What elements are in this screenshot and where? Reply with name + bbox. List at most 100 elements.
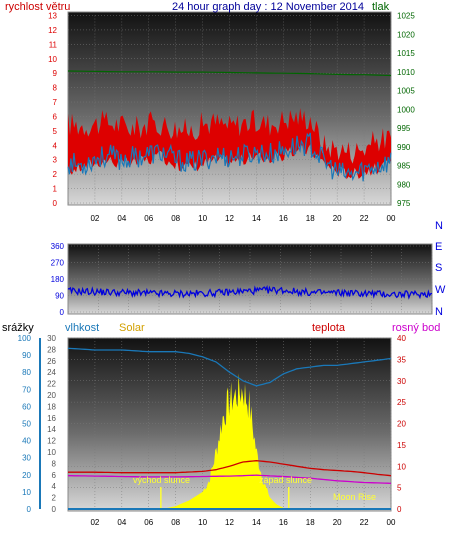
tick-label: 10: [397, 462, 406, 471]
tick-label: 0: [53, 199, 58, 208]
wind-average-line: [67, 132, 392, 182]
tick-label: 04: [117, 518, 126, 527]
tick-label: 1005: [397, 87, 415, 96]
wind-direction-line: [67, 284, 433, 300]
tick-label: 10: [22, 488, 31, 497]
temp-panel-time-axis: 02 04 06 08 10 12 14 16 18 20 22 00: [90, 518, 396, 527]
tick-label: 28: [47, 345, 56, 354]
tick-label: 60: [22, 402, 31, 411]
wind-panel-time-axis: 02 04 06 08 10 12 14 16 18 20 22 00: [90, 214, 396, 223]
tick-label: 12: [48, 26, 57, 35]
tick-label: 10: [198, 214, 207, 223]
temperature-line: [68, 460, 392, 477]
tick-label: 40: [22, 437, 31, 446]
humidity-axis-label: vlhkost: [65, 322, 99, 334]
tick-label: 20: [333, 518, 342, 527]
tick-label: 975: [397, 199, 411, 208]
tick-label: 3: [53, 156, 58, 165]
tick-label: 12: [47, 437, 56, 446]
pressure-line: [67, 70, 392, 77]
tick-label: 00: [387, 214, 396, 223]
tick-label: 1025: [397, 12, 415, 21]
tick-label: 30: [22, 454, 31, 463]
tick-label: 02: [90, 518, 99, 527]
humidity-line: [67, 347, 392, 387]
tick-label: 11: [49, 40, 58, 49]
tick-label: 14: [252, 214, 261, 223]
tick-label: 00: [387, 518, 396, 527]
tick-label: 90: [22, 351, 31, 360]
graph-title: 24 hour graph day : 12 November 2014: [172, 1, 364, 13]
dew-point-axis-label: rosný bod: [392, 322, 440, 334]
wind-gust-band: [68, 108, 391, 180]
tick-label: 30: [397, 377, 406, 386]
tick-label: 8: [52, 459, 57, 468]
tick-label: N: [435, 306, 443, 318]
tick-label: 5: [53, 127, 58, 136]
tick-label: 4: [53, 141, 58, 150]
tick-label: 0: [27, 505, 32, 514]
tick-label: 8: [53, 84, 58, 93]
tick-label: 20: [22, 471, 31, 480]
tick-label: 14: [252, 518, 261, 527]
tick-label: 20: [397, 420, 406, 429]
tick-label: 0: [52, 505, 57, 514]
tick-label: 10: [48, 55, 57, 64]
tick-label: 2: [53, 170, 58, 179]
tick-label: 22: [47, 380, 56, 389]
moon-rise-label: Moon Rise: [333, 492, 376, 502]
tick-label: 15: [397, 441, 406, 450]
tick-label: 16: [279, 214, 288, 223]
temperature-axis-label: teplota: [312, 322, 346, 334]
tick-label: 16: [47, 414, 56, 423]
tick-label: 10: [47, 448, 56, 457]
tick-label: 1: [53, 185, 58, 194]
tick-label: 18: [306, 214, 315, 223]
tick-label: 985: [397, 162, 411, 171]
tick-label: 4: [52, 482, 57, 491]
tick-label: 30: [47, 334, 56, 343]
tick-label: 16: [279, 518, 288, 527]
tick-label: E: [435, 241, 442, 253]
tick-label: 7: [53, 98, 58, 107]
tick-label: 14: [47, 425, 56, 434]
direction-panel-grid: [68, 245, 433, 313]
tick-label: 995: [397, 124, 411, 133]
tick-label: 360: [51, 242, 65, 251]
rain-axis: 0 10 20 30 40 50 60 70 80 90 100: [18, 334, 41, 514]
tick-label: 18: [306, 518, 315, 527]
tick-label: 1010: [397, 68, 415, 77]
tick-label: 9: [53, 69, 58, 78]
tick-label: 04: [117, 214, 126, 223]
dew-point-line: [68, 474, 392, 485]
tick-label: 40: [397, 334, 406, 343]
tick-label: 2: [52, 494, 57, 503]
pressure-axis-label: tlak: [372, 1, 390, 13]
tick-label: 1000: [397, 105, 415, 114]
tick-label: 270: [51, 259, 65, 268]
tick-label: 990: [397, 143, 411, 152]
tick-label: 06: [144, 214, 153, 223]
tick-label: 180: [51, 275, 65, 284]
tick-label: 90: [55, 292, 64, 301]
tick-label: 1015: [397, 49, 415, 58]
tick-label: 06: [144, 518, 153, 527]
tick-label: 50: [22, 420, 31, 429]
direction-degree-axis: 0 90 180 270 360: [51, 242, 65, 317]
rain-axis-label: srážky: [2, 322, 34, 334]
tick-label: 22: [360, 214, 369, 223]
tick-label: 20: [47, 391, 56, 400]
tick-label: 980: [397, 180, 411, 189]
temperature-axis: 0 5 10 15 20 25 30 35 40: [397, 334, 406, 514]
tick-label: W: [435, 284, 446, 296]
tick-label: 08: [171, 214, 180, 223]
tick-label: 02: [90, 214, 99, 223]
tick-label: 24: [47, 368, 56, 377]
tick-label: 1020: [397, 30, 415, 39]
tick-label: 100: [18, 334, 32, 343]
pressure-axis: 975 980 985 990 995 1000 1005 1010 1015 1020 1025: [397, 12, 415, 209]
tick-label: S: [435, 262, 442, 274]
